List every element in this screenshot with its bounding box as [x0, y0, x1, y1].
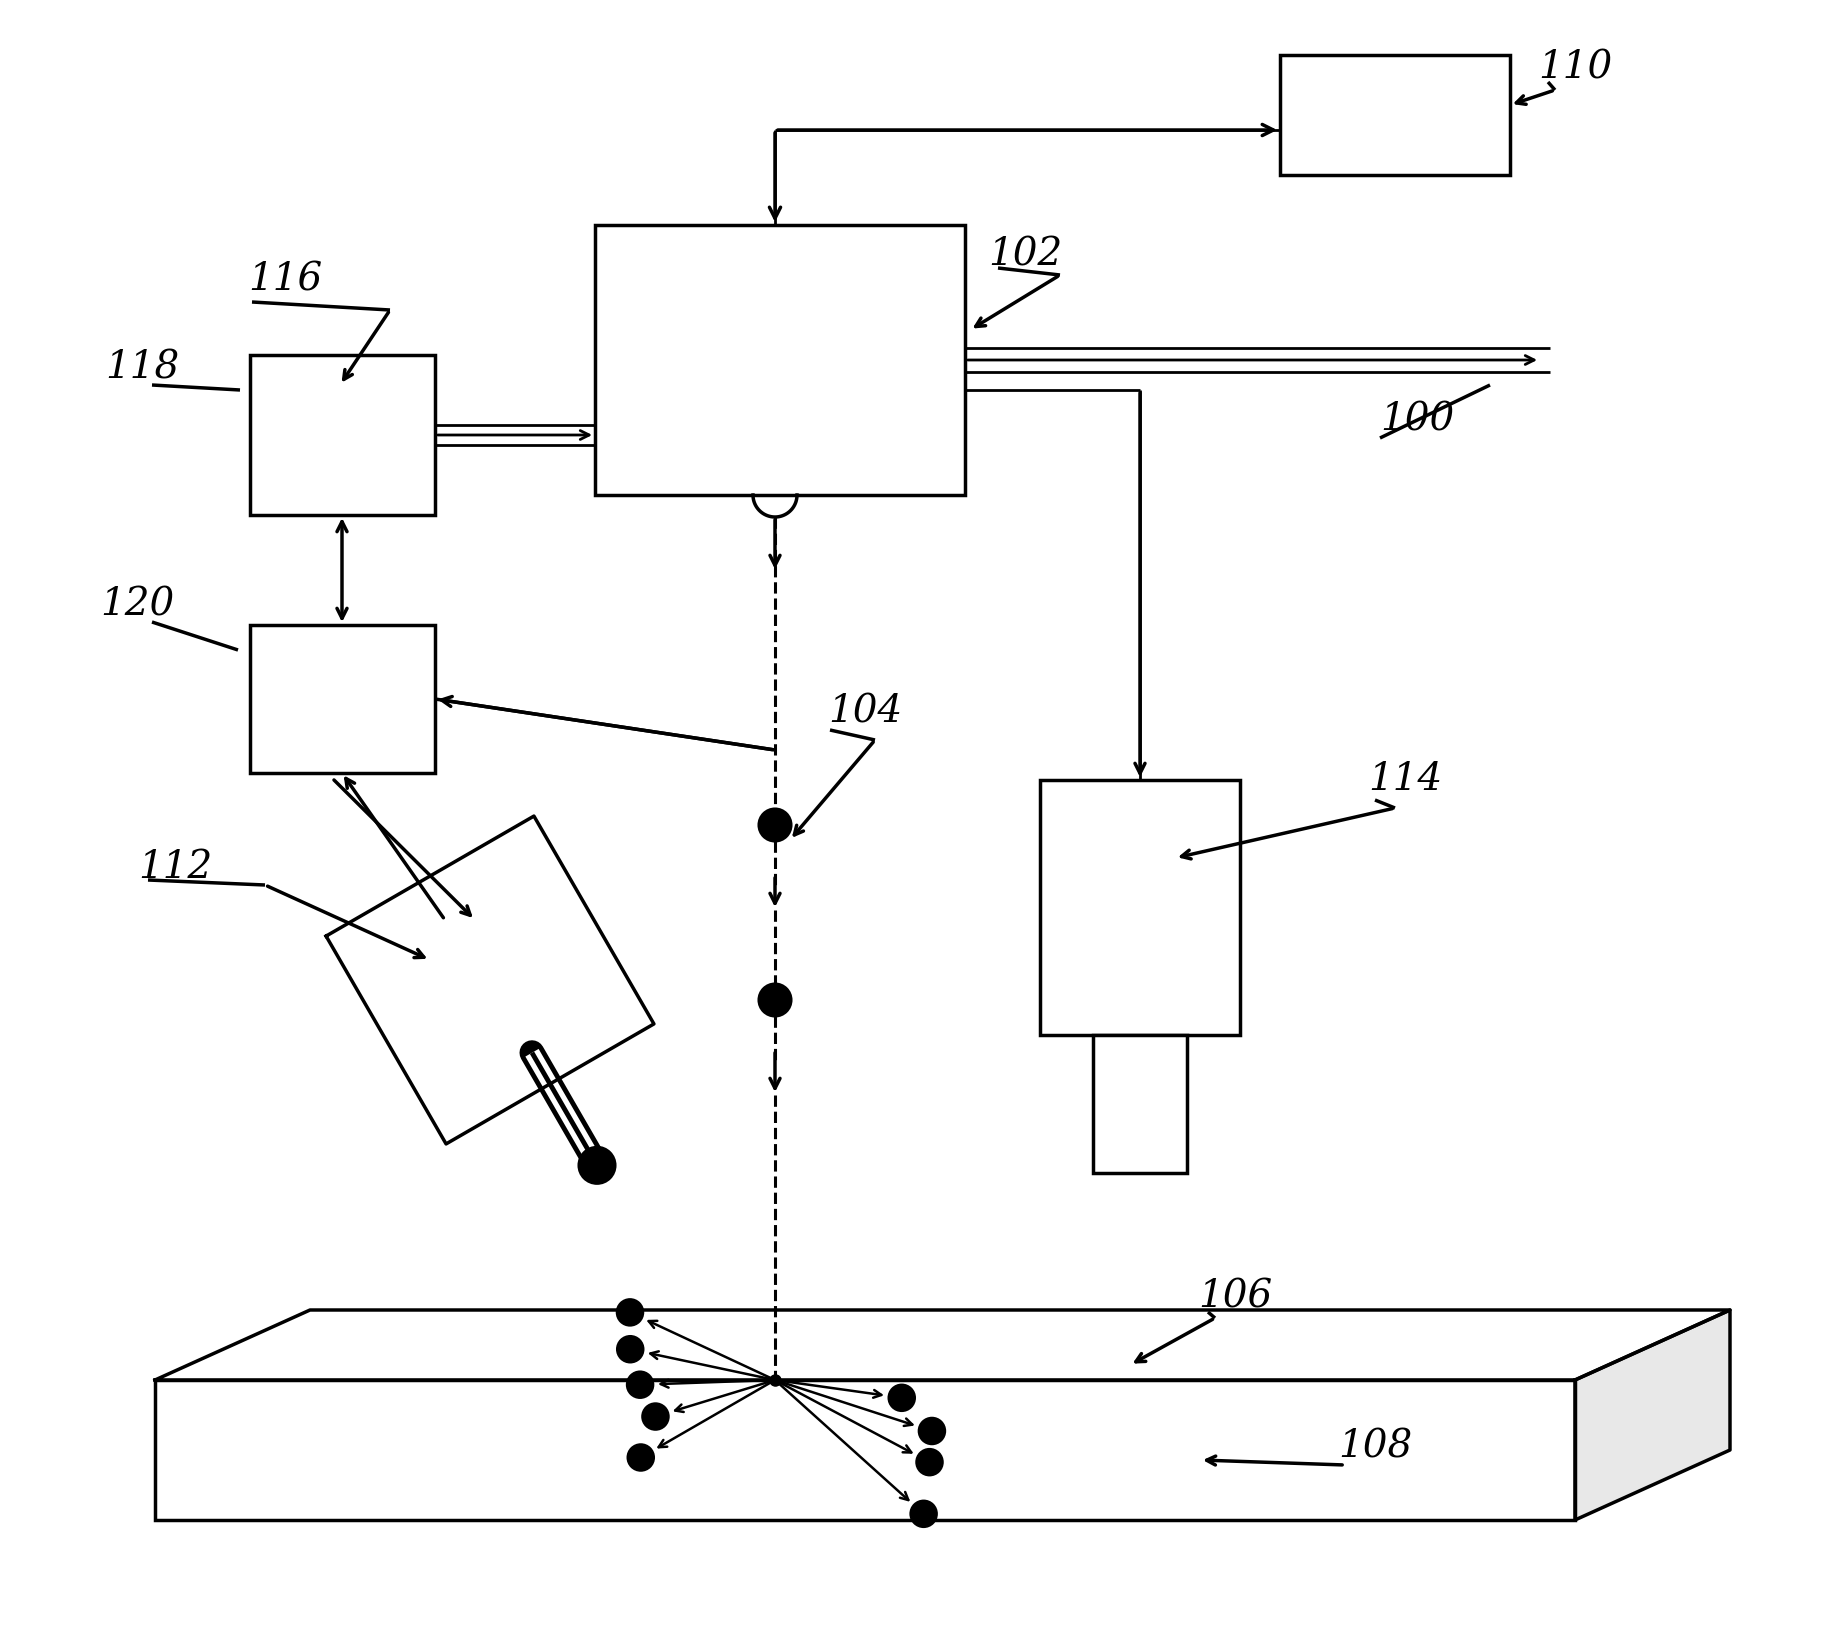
- Bar: [1279, 54, 1510, 175]
- Bar: [155, 1379, 1576, 1519]
- Polygon shape: [326, 816, 654, 1144]
- Bar: [1094, 1035, 1187, 1173]
- Text: 108: 108: [1338, 1429, 1412, 1467]
- Circle shape: [617, 1337, 643, 1363]
- Text: 114: 114: [1368, 761, 1442, 798]
- Text: 104: 104: [828, 694, 902, 730]
- Text: 120: 120: [99, 587, 175, 623]
- Circle shape: [643, 1404, 668, 1429]
- Text: 106: 106: [1198, 1279, 1272, 1317]
- Text: 118: 118: [105, 349, 179, 386]
- Circle shape: [628, 1445, 654, 1470]
- Circle shape: [628, 1371, 654, 1398]
- Text: 102: 102: [989, 236, 1062, 274]
- Bar: [250, 625, 434, 773]
- Text: 116: 116: [249, 260, 322, 298]
- Circle shape: [889, 1384, 915, 1411]
- Circle shape: [580, 1147, 615, 1183]
- Circle shape: [758, 984, 792, 1017]
- Circle shape: [758, 809, 792, 840]
- Circle shape: [911, 1501, 937, 1526]
- Circle shape: [919, 1417, 944, 1444]
- Text: 110: 110: [1537, 49, 1613, 86]
- Bar: [1040, 780, 1241, 1035]
- Polygon shape: [155, 1310, 1731, 1379]
- Bar: [250, 354, 434, 516]
- Circle shape: [917, 1449, 943, 1475]
- Circle shape: [617, 1299, 643, 1325]
- Bar: [595, 226, 965, 494]
- Text: 100: 100: [1381, 400, 1454, 438]
- Text: 112: 112: [138, 849, 212, 887]
- Polygon shape: [1576, 1310, 1731, 1519]
